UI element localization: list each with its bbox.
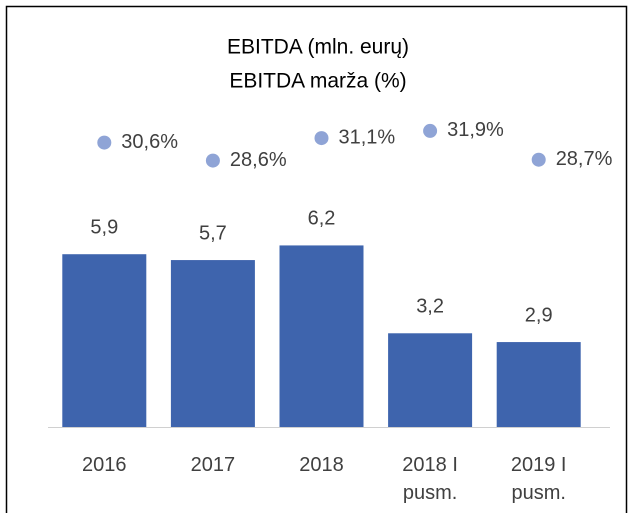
data-label: 28,6% xyxy=(230,149,287,171)
dot xyxy=(205,153,220,168)
data-label: 2,9 xyxy=(525,304,553,326)
data-label: 28,7% xyxy=(556,148,613,170)
chart-subtitle: EBITDA marža (%) xyxy=(229,70,406,93)
chart-title: EBITDA (mln. eurų) xyxy=(227,36,409,59)
x-tick-label: 2016 xyxy=(82,454,127,476)
bar xyxy=(279,245,364,427)
bar xyxy=(388,333,473,427)
frame xyxy=(5,5,628,513)
bar xyxy=(170,260,255,427)
dot xyxy=(314,131,329,146)
data-label: 5,9 xyxy=(90,216,118,238)
bar xyxy=(62,254,147,427)
x-tick-label: 2018 xyxy=(299,454,344,476)
x-tick-label: 2017 xyxy=(190,454,236,476)
data-label: 30,6% xyxy=(121,131,178,153)
x-tick-label: 2019 I pusm. xyxy=(510,454,567,504)
dot xyxy=(97,135,112,150)
dot xyxy=(531,152,546,167)
x-tick-label: 2018 I pusm. xyxy=(402,454,458,504)
data-label: 31,1% xyxy=(339,126,396,148)
data-label: 3,2 xyxy=(416,296,444,318)
data-label: 5,7 xyxy=(199,222,227,244)
data-label: 6,2 xyxy=(308,208,336,230)
bar xyxy=(496,342,581,427)
data-label: 31,9% xyxy=(447,119,504,141)
dot xyxy=(423,123,438,138)
